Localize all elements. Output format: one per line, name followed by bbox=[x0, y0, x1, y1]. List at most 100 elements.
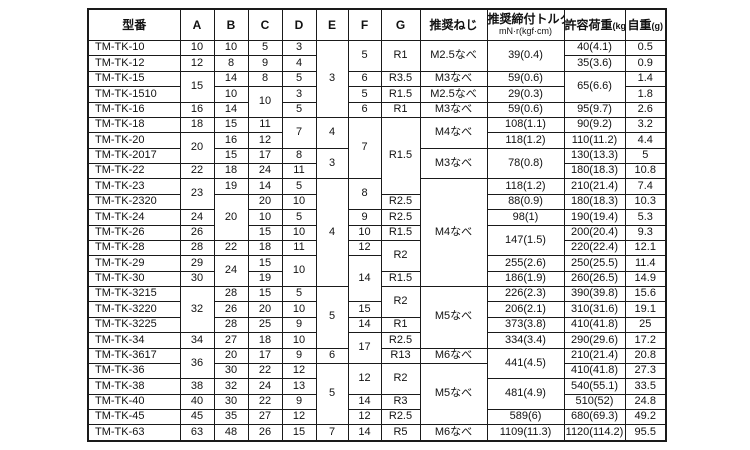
data-cell: 59(0.6) bbox=[486, 101, 565, 118]
data-cell: 12 bbox=[347, 362, 382, 395]
data-cell: 34 bbox=[179, 332, 215, 349]
data-cell: 14 bbox=[347, 393, 382, 411]
table-row: TM-TK-22 22 18 24 11 180(18.3) 10.8 bbox=[87, 162, 667, 180]
data-cell: R1.5 bbox=[380, 224, 421, 241]
model-cell: TM-TK-3220 bbox=[87, 301, 181, 318]
data-cell: 15 bbox=[179, 70, 215, 103]
data-cell: M3なべ bbox=[419, 101, 488, 118]
table-row: TM-TK-23 23 19 14 5 4 8 M4なべ 118(1.2) 210(21.4) 7.… bbox=[87, 178, 667, 287]
data-cell: 14 bbox=[347, 255, 382, 303]
data-cell: 3 bbox=[281, 86, 317, 103]
data-cell: 17.2 bbox=[624, 332, 667, 349]
data-cell: 45 bbox=[179, 408, 215, 426]
data-cell: R2.5 bbox=[380, 332, 421, 349]
table-row: TM-TK-18 18 15 11 7 4 7 R1.5 M4なべ 108(1.1) 90(9.2)… bbox=[87, 116, 667, 195]
data-cell: 17 bbox=[247, 347, 283, 364]
model-cell: TM-TK-18 bbox=[87, 116, 181, 134]
model-cell: TM-TK-15 bbox=[87, 70, 181, 88]
data-cell: 20 bbox=[213, 193, 249, 241]
data-cell: R1 bbox=[380, 101, 421, 118]
column-header-d: D bbox=[281, 8, 317, 41]
data-cell: 5 bbox=[281, 101, 317, 118]
data-cell: 10 bbox=[347, 224, 382, 241]
data-cell: 255(2.6) bbox=[486, 255, 565, 272]
data-cell: M6なべ bbox=[419, 424, 488, 442]
data-cell: 1109(11.3) bbox=[486, 424, 565, 442]
data-cell: 17 bbox=[247, 147, 283, 165]
data-cell: 78(0.8) bbox=[486, 147, 565, 180]
data-cell: 12 bbox=[347, 408, 382, 426]
data-cell: 110(11.2) bbox=[563, 132, 626, 149]
data-cell: M4なべ bbox=[419, 116, 488, 149]
data-cell: 12 bbox=[281, 362, 317, 380]
data-cell: 12 bbox=[281, 408, 317, 426]
data-cell: 3 bbox=[315, 40, 349, 118]
data-cell: 5 bbox=[347, 40, 382, 72]
data-cell: 510(52) bbox=[563, 393, 626, 411]
model-cell: TM-TK-3215 bbox=[87, 285, 181, 303]
data-cell: 65(6.6) bbox=[563, 70, 626, 103]
model-cell: TM-TK-16 bbox=[87, 101, 181, 118]
data-cell: 210(21.4) bbox=[563, 178, 626, 195]
table-row: TM-TK-20 20 16 12 118(1.2) 110(11.2) 4.4 bbox=[87, 132, 667, 164]
data-cell: 14 bbox=[347, 424, 382, 442]
data-cell: 10 bbox=[213, 86, 249, 103]
data-cell: 24 bbox=[247, 378, 283, 395]
data-cell: 118(1.2) bbox=[486, 132, 565, 149]
data-cell: 441(4.5) bbox=[486, 347, 565, 380]
data-cell: 15 bbox=[347, 301, 382, 318]
data-cell: 25 bbox=[624, 316, 667, 334]
spec-table: 型番ABCDEFG推奨ねじ推奨締付トルクmN·r(kgf·cm)許容荷重(kgf… bbox=[87, 8, 667, 442]
model-cell: TM-TK-3225 bbox=[87, 316, 181, 334]
data-cell: 24 bbox=[179, 209, 215, 226]
column-header-col11: 自重(g) bbox=[624, 8, 667, 41]
data-cell: 30 bbox=[213, 362, 249, 380]
data-cell: 5 bbox=[281, 285, 317, 303]
data-cell: 250(25.5) bbox=[563, 255, 626, 272]
data-cell: 9 bbox=[347, 209, 382, 226]
table-row: TM-TK-15 15 14 8 5 6 R3.5 M3なべ 59(0.6) 65(6.6) 1.4 bbox=[87, 70, 667, 103]
data-cell: 9.3 bbox=[624, 224, 667, 241]
data-cell: 2.6 bbox=[624, 101, 667, 118]
data-cell: 39(0.4) bbox=[486, 40, 565, 72]
data-cell: 28 bbox=[213, 285, 249, 303]
data-cell: 29 bbox=[179, 255, 215, 272]
data-cell: 180(18.3) bbox=[563, 162, 626, 180]
data-cell: M3なべ bbox=[419, 70, 488, 88]
model-cell: TM-TK-28 bbox=[87, 239, 181, 257]
data-cell: 28 bbox=[213, 316, 249, 334]
column-subheader: mN·r(kgf·cm) bbox=[499, 26, 552, 37]
data-cell: 8 bbox=[213, 55, 249, 72]
data-cell: M2.5なべ bbox=[419, 86, 488, 103]
table-row: TM-TK-40 40 30 22 9 14 R3 510(52) 24.8 bbox=[87, 393, 667, 411]
data-cell: 18 bbox=[213, 162, 249, 180]
data-cell: 20 bbox=[179, 132, 215, 164]
data-cell: R2.5 bbox=[380, 193, 421, 211]
data-cell: 19.1 bbox=[624, 301, 667, 318]
data-cell: 5.3 bbox=[624, 209, 667, 226]
data-cell: M6なべ bbox=[419, 347, 488, 364]
table-row: TM-TK-3215 32 28 15 5 5 R2 M5なべ 226(2.3) 390(39.8… bbox=[87, 285, 667, 349]
data-cell: 27 bbox=[247, 408, 283, 426]
data-cell: 4.4 bbox=[624, 132, 667, 149]
data-cell: 10 bbox=[281, 193, 317, 211]
data-cell: 35(3.6) bbox=[563, 55, 626, 72]
data-cell: 11.4 bbox=[624, 255, 667, 272]
data-cell: M4なべ bbox=[419, 178, 488, 287]
column-header-e: E bbox=[315, 8, 349, 41]
data-cell: 410(41.8) bbox=[563, 362, 626, 380]
data-cell: 10 bbox=[247, 209, 283, 226]
table-row: TM-TK-3617 36 20 17 9 6 R13 M6なべ 441(4.5) 210(21.… bbox=[87, 347, 667, 380]
model-cell: TM-TK-1510 bbox=[87, 86, 181, 103]
data-cell: 5 bbox=[247, 39, 283, 57]
data-cell: 3 bbox=[281, 39, 317, 57]
data-cell: 10 bbox=[247, 86, 283, 118]
data-cell: 24.8 bbox=[624, 393, 667, 411]
data-cell: 14.9 bbox=[624, 270, 667, 288]
data-cell: 5 bbox=[347, 86, 382, 103]
data-cell: 10 bbox=[281, 255, 317, 287]
data-cell: 15.6 bbox=[624, 285, 667, 303]
table-row: TM-TK-38 38 32 24 13 481(4.9) 540(55.1) 33.5 bbox=[87, 378, 667, 410]
data-cell: 88(0.9) bbox=[486, 193, 565, 211]
data-cell: 36 bbox=[179, 347, 215, 380]
